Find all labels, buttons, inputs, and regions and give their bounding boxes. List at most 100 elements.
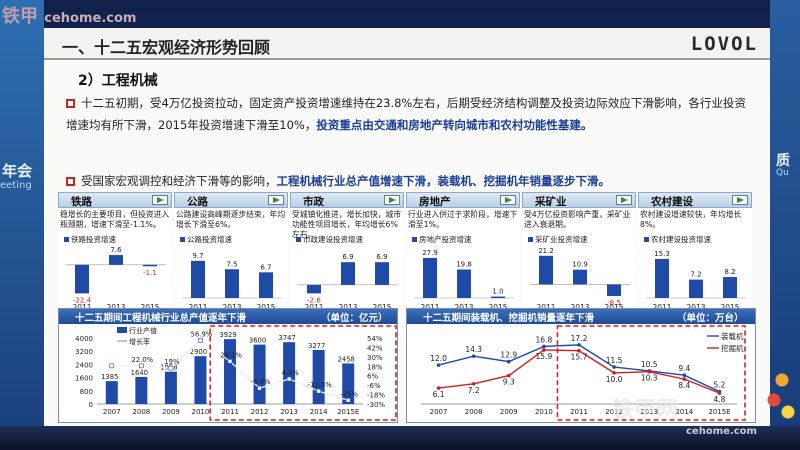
arrow-right-icon [384, 195, 400, 205]
panel-bar [573, 269, 587, 285]
output-bar-label: 1640 [131, 369, 148, 377]
panel-title-bar: 铁路 [58, 192, 172, 208]
panel-legend-label: 市政建设投资增速 [303, 235, 363, 244]
right-banner-subtext: Qu [776, 168, 789, 178]
x-axis-label: 2012 [251, 408, 269, 416]
output-bar [164, 371, 177, 404]
paragraph-machinery-text: 受国家宏观调控和经济下滑等的影响， [81, 174, 277, 188]
panel-bar-label: -8.5 [607, 299, 621, 307]
panel-description: 受4万亿投资影响产重，采矿业进入衰退期。 [524, 210, 631, 229]
output-chart-title: 十二五期间工程机械行业总产值逐年下滑 [75, 313, 247, 324]
sales-chart-header: 十二五期间装载机、挖掘机销量逐年下滑 （单位：万台） [407, 309, 755, 324]
panel-bar-label: 6.9 [376, 253, 387, 261]
panel-x-label: 2013 [338, 303, 357, 312]
panel-x-label: 2011 [420, 303, 439, 312]
arrow-right-icon [500, 195, 516, 205]
excavator-value-label: 4.8 [713, 395, 725, 404]
output-bar-label: 3277 [308, 342, 325, 350]
left-axis-tick: 800 [80, 388, 93, 396]
x-axis-label: 2007 [430, 408, 448, 416]
panel-description: 公路建设高峰期逐步结束，年均增长下滑至6%。 [176, 210, 286, 229]
x-axis-label: 2009 [162, 408, 180, 416]
panel-title: 采矿业 [535, 196, 567, 208]
panel-x-label: 2013 [570, 303, 589, 312]
excavator-point [577, 348, 581, 353]
watermark-bottom-sub: cehome.com [686, 426, 757, 437]
excavator-point [682, 377, 687, 381]
red-square-bullet-icon [66, 99, 75, 108]
panel-bar [75, 264, 89, 294]
right-axis-tick: 18% [367, 363, 383, 371]
panel-legend: 市政建设投资增速 [296, 234, 363, 245]
legend-swatch-icon [64, 237, 69, 242]
right-axis-tick: 6% [367, 373, 378, 381]
watermark-bottom: 铁甲网 [612, 398, 679, 423]
panel-chart: 27.9 2011 19.8 2013 1.0 2015 [414, 249, 514, 312]
panel-bar-label: 7.5 [226, 260, 237, 268]
panel-legend: 铁路投资增速 [64, 234, 116, 245]
arrow-right-icon [152, 195, 168, 205]
loader-point [506, 359, 511, 364]
sales-chart-box: 十二五期间装载机、挖掘机销量逐年下滑 （单位：万台） 2007 2008 2009 2… [406, 308, 756, 423]
x-axis-label: 2011 [570, 408, 588, 416]
panel-chart: -22.42011 7.6 2013 -1.1 2015 [66, 246, 166, 312]
x-axis-label: 2007 [103, 408, 121, 416]
x-axis-label: 2015E [708, 408, 730, 416]
watermark-top-sub: cehome.com [44, 11, 137, 26]
panel-legend-label: 房地产投资增速 [419, 235, 472, 244]
paragraph-investment: 十二五初期，受4万亿投资拉动，固定资产投资增速维持在23.8%左右，后期受经济结… [66, 92, 756, 136]
x-axis-label: 2013 [280, 408, 298, 416]
loader-value-label: 12.9 [500, 351, 517, 360]
output-chart: 0 800 1600 2400 3200 4000 54%42% 30%18% 6%-6% -18… [75, 325, 397, 421]
left-banner-text: 年会 [2, 162, 33, 180]
output-chart-unit: （单位：亿元） [321, 313, 388, 324]
output-bar [105, 381, 118, 404]
excavator-point [647, 369, 652, 374]
panel-bar-label: -1.1 [143, 269, 157, 277]
panel-bar-label: 6.9 [342, 253, 353, 261]
sales-chart: 2007 2008 2009 2010 2011 2012 2013 2014 2015E 12.… [421, 325, 746, 421]
highlight-box-12th-plan [556, 325, 746, 421]
panel-description: 受城镇化推进，增长加快，城市功能性项目增长，年均增长6%左右。 [292, 210, 402, 239]
loader-value-label: 9.4 [678, 364, 690, 373]
loader-point [471, 354, 476, 358]
panel-description: 农村建设增速较快，年均增长8%。 [640, 210, 742, 229]
slide-header: 一、十二五宏观经济形势回顾 LOVOL [44, 28, 770, 60]
legend-swatch-icon [644, 237, 649, 242]
legend-loader-label: 装载机 [721, 331, 744, 341]
highlight-box-12th-plan [209, 325, 397, 421]
panel-bar [341, 262, 355, 285]
left-axis-tick: 1600 [75, 375, 93, 383]
panel-x-label: 2015 [256, 303, 275, 312]
panel-x-label: 2011 [652, 303, 671, 312]
panel-bar-label: 7.6 [110, 246, 122, 254]
left-banner-subtext: eeting [0, 180, 32, 191]
panel-chart: -2.62011 6.9 2013 6.9 2015 [298, 253, 398, 312]
panel-bar-label: -2.6 [307, 296, 321, 304]
excavator-value-label: 7.2 [468, 386, 480, 395]
excavator-value-label: 6.1 [433, 390, 445, 399]
growth-rate-point [109, 363, 115, 369]
loader-point [542, 344, 546, 349]
growth-rate-label: 28.1% [220, 351, 242, 359]
output-bar-label: 2900 [190, 348, 207, 356]
excavator-point [436, 386, 441, 390]
panel-legend: 房地产投资增速 [412, 234, 472, 245]
panel-x-label: 2015 [720, 303, 739, 312]
output-bar [194, 356, 207, 404]
loader-value-label: 5.2 [713, 381, 725, 390]
growth-rate-point [139, 363, 144, 369]
panel-bar [655, 258, 669, 298]
right-axis-tick: 42% [367, 344, 383, 352]
panel-legend-label: 采矿业投资增速 [535, 235, 588, 244]
panel-title-bar: 房地产 [406, 192, 520, 208]
output-bar-label: 1385 [101, 373, 118, 381]
panel-bar [457, 269, 471, 298]
panel-x-label: 2011 [188, 303, 207, 312]
loader-point [577, 343, 581, 347]
left-banner: 年会 eeting [0, 0, 44, 450]
loader-point [436, 363, 441, 367]
excavator-point [612, 371, 616, 375]
x-axis-label: 2014 [310, 408, 328, 416]
